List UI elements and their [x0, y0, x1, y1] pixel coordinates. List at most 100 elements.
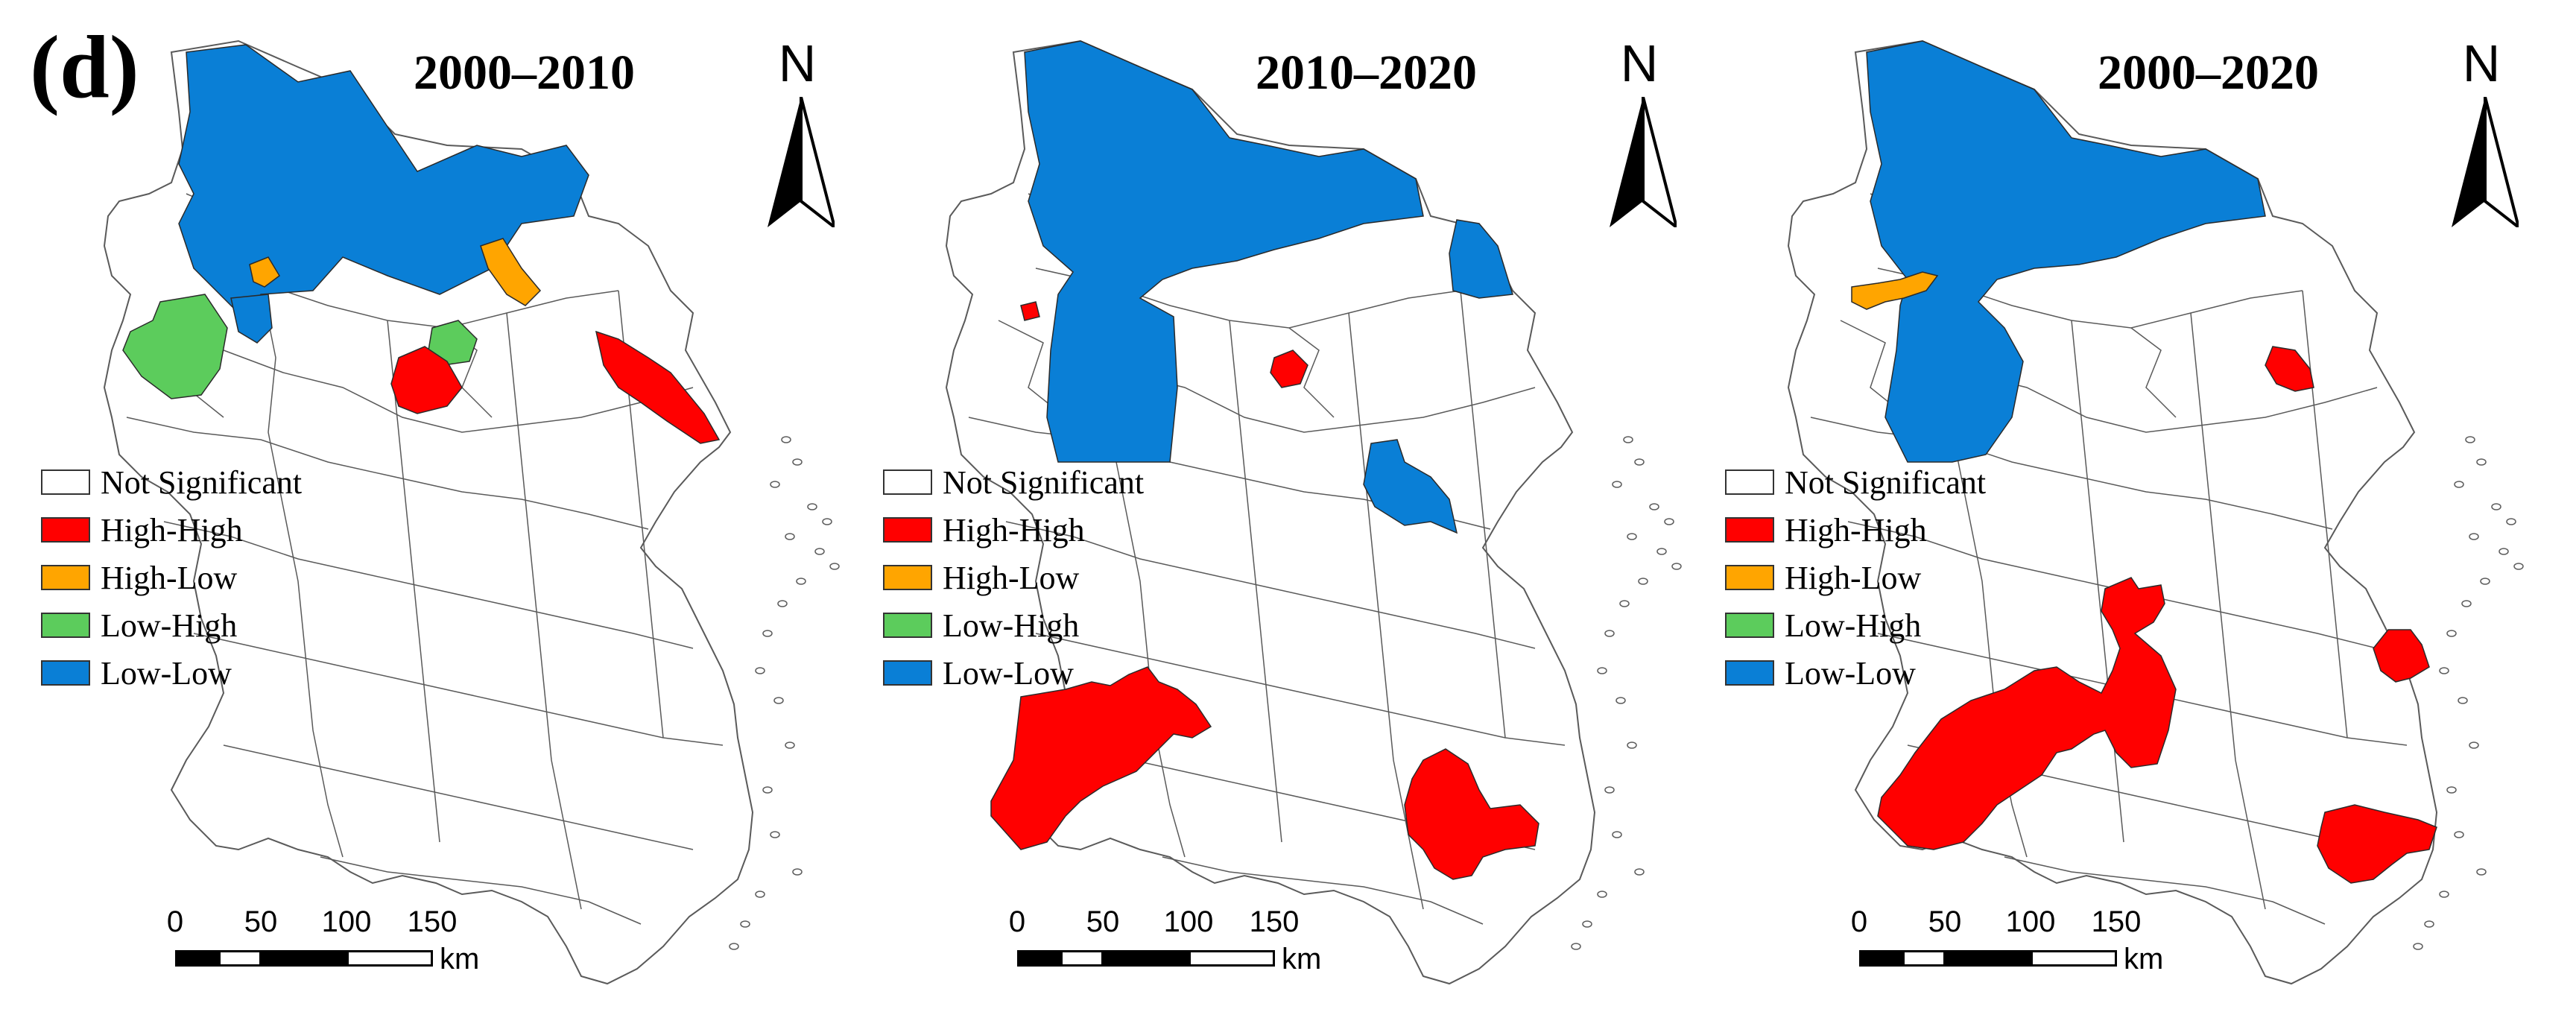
district-boundary — [163, 521, 694, 649]
island — [829, 563, 840, 570]
legend-swatch — [41, 565, 90, 590]
cluster-low-low — [1024, 40, 1424, 463]
panel-title: 2010–2020 — [1256, 45, 1477, 100]
island — [770, 831, 780, 838]
island — [2424, 920, 2434, 928]
island — [2469, 533, 2479, 540]
scale-segment — [1017, 950, 1060, 967]
district-boundary — [387, 320, 440, 843]
north-arrow: N — [1587, 37, 1692, 238]
map-panel-2000-2020: 2000–2020 N Not Significant High-High Hi… — [1684, 0, 2526, 1012]
scale-segment — [175, 950, 218, 967]
scale-segment — [1060, 950, 1104, 967]
island — [2413, 943, 2423, 950]
island — [2506, 518, 2516, 525]
scale-segment — [346, 950, 433, 967]
island — [1627, 741, 1637, 749]
scale-tick: 150 — [2091, 905, 2142, 938]
legend-swatch — [883, 517, 932, 543]
island — [2465, 436, 2475, 443]
legend-swatch — [41, 660, 90, 686]
legend: Not Significant High-High High-Low Low-H… — [41, 458, 302, 697]
district-boundary — [1229, 320, 1282, 843]
legend-item: Low-Low — [1725, 649, 1986, 697]
scale-tick: 100 — [2005, 905, 2056, 938]
map-panel-2010-2020: 2010–2020 N Not Significant High-High Hi… — [842, 0, 1684, 1012]
legend-swatch — [41, 469, 90, 495]
island — [755, 667, 765, 674]
island — [1604, 786, 1615, 794]
scale-unit: km — [2124, 943, 2164, 975]
scale-unit: km — [1282, 943, 1322, 975]
north-arrow-icon — [1610, 97, 1677, 227]
island — [2491, 503, 2501, 510]
legend-swatch — [883, 565, 932, 590]
legend-item: High-High — [41, 506, 302, 554]
scale-tick: 50 — [1086, 905, 1120, 938]
island — [762, 630, 773, 637]
legend-label: Not Significant — [101, 464, 303, 501]
map-panel-2000-2010: 2000–2010 N Not Significant High-High Hi… — [0, 0, 842, 1012]
district-boundary — [260, 282, 344, 858]
island — [785, 533, 795, 540]
legend-swatch — [883, 660, 932, 686]
district-boundary — [320, 856, 642, 925]
scale-tick: 0 — [166, 905, 184, 938]
island — [1627, 533, 1637, 540]
cluster-high-high — [2373, 629, 2430, 683]
island — [1582, 920, 1592, 928]
island — [1664, 518, 1674, 525]
figure-label: (d) — [30, 17, 139, 116]
cluster-high-high — [595, 330, 721, 444]
cluster-low-low — [1449, 219, 1513, 299]
scale-segment — [1945, 950, 2031, 967]
island — [1671, 563, 1682, 570]
district-boundary — [998, 320, 1066, 418]
district-boundary — [126, 417, 649, 530]
legend-item: Low-Low — [41, 649, 302, 697]
district-boundary — [1288, 327, 1335, 418]
island — [1656, 548, 1667, 555]
legend-swatch — [883, 469, 932, 495]
scale-bar: 0 50 100 150 km — [1848, 905, 2206, 995]
legend-label: Low-High — [943, 607, 1080, 644]
legend-item: Low-Low — [883, 649, 1144, 697]
cluster-high-high — [1020, 301, 1040, 321]
north-arrow: N — [745, 37, 849, 238]
district-boundary — [1348, 312, 1424, 910]
panel-title: 2000–2010 — [414, 45, 635, 100]
scale-unit: km — [440, 943, 480, 975]
legend-label: Low-High — [1785, 607, 1922, 644]
island — [822, 518, 832, 525]
legend-label: Not Significant — [943, 464, 1145, 501]
legend-item: Low-High — [41, 601, 302, 649]
legend-label: Low-Low — [943, 654, 1074, 692]
island — [777, 600, 788, 607]
north-letter: N — [778, 34, 817, 92]
district-boundary — [2190, 312, 2266, 910]
cluster-high-high — [1404, 748, 1539, 880]
scale-bar: 0 50 100 150 km — [1006, 905, 1364, 995]
legend: Not Significant High-High High-Low Low-H… — [883, 458, 1144, 697]
island — [792, 868, 803, 876]
scale-segment — [2031, 950, 2117, 967]
island — [762, 786, 773, 794]
island — [773, 697, 784, 704]
island — [2469, 741, 2479, 749]
island — [2513, 563, 2524, 570]
legend-item: Not Significant — [1725, 458, 1986, 506]
district-boundary — [1035, 633, 1566, 746]
island — [814, 548, 825, 555]
legend-item: High-High — [883, 506, 1144, 554]
legend-item: Not Significant — [883, 458, 1144, 506]
island — [1612, 831, 1622, 838]
legend-label: High-Low — [101, 559, 238, 596]
island — [2454, 831, 2464, 838]
region-map — [103, 39, 840, 985]
cluster-high-low — [480, 238, 542, 306]
island — [770, 481, 780, 488]
island — [1571, 943, 1581, 950]
legend-swatch — [1725, 613, 1774, 638]
legend-label: High-High — [101, 511, 243, 548]
island — [781, 436, 791, 443]
